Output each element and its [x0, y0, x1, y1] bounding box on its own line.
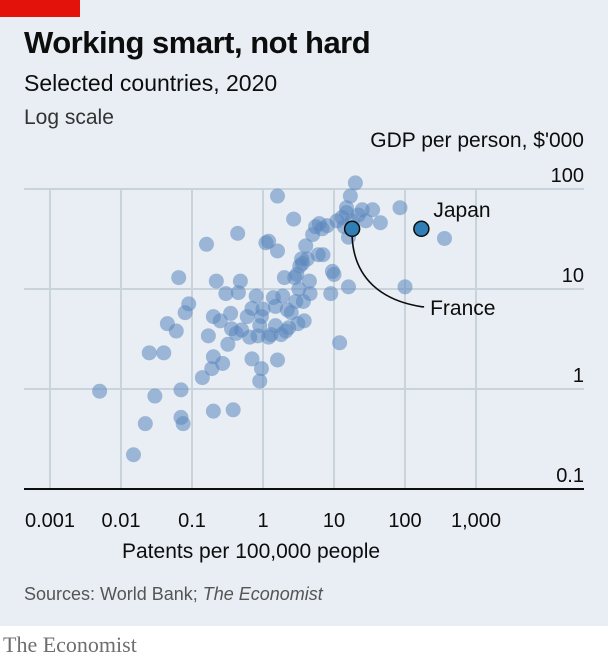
data-point: [261, 233, 277, 249]
data-point: [269, 352, 285, 368]
data-point: [200, 328, 216, 344]
data-point: [397, 279, 413, 295]
annotation-france: France: [430, 297, 495, 320]
data-point: [147, 388, 163, 404]
data-point: [436, 230, 452, 246]
chart-title: Working smart, not hard: [24, 25, 371, 60]
data-point: [212, 313, 228, 329]
x-tick-label: 100: [388, 510, 421, 532]
source-publication: The Economist: [202, 584, 323, 604]
x-tick-label: 10: [323, 510, 345, 532]
data-point: [296, 313, 312, 329]
data-point: [342, 188, 358, 204]
source-note: Sources: World Bank; The Economist: [24, 584, 323, 605]
data-point: [194, 370, 210, 386]
data-point: [286, 211, 302, 227]
scale-note: Log scale: [24, 106, 114, 129]
data-point: [220, 336, 236, 352]
data-point: [198, 236, 214, 252]
data-point: [126, 447, 142, 463]
data-point: [205, 403, 221, 419]
grid-layer: [24, 188, 584, 490]
data-point: [253, 361, 269, 377]
source-prefix: Sources: World Bank;: [24, 584, 203, 604]
highlight-point-japan: [413, 220, 430, 238]
x-tick-label: 0.01: [102, 510, 141, 532]
data-point: [92, 383, 108, 399]
y-tick-label: 0.1: [556, 465, 584, 487]
scatter-chart: 0.001 0.01 0.1 1 10 100 1,000 0.1 1 10 100 Japan Fr…: [24, 165, 584, 532]
data-point: [173, 382, 189, 398]
data-point: [244, 351, 260, 367]
data-point: [175, 416, 191, 432]
data-point: [156, 345, 172, 361]
data-point: [232, 273, 248, 289]
data-point: [372, 215, 388, 231]
data-point: [223, 305, 239, 321]
x-axis-label: Patents per 100,000 people: [122, 540, 381, 563]
data-point: [230, 225, 246, 241]
brand-red-tab: [0, 0, 80, 17]
data-point: [208, 273, 224, 289]
data-point: [365, 202, 381, 218]
data-point: [269, 188, 285, 204]
data-point: [275, 288, 291, 304]
data-point: [392, 200, 408, 216]
y-axis-label: GDP per person, $'000: [370, 129, 584, 152]
y-tick-label: 100: [551, 165, 584, 187]
highlight-point-france: [343, 220, 361, 238]
annotation-japan: Japan: [433, 199, 490, 222]
annotation-leader-france: [351, 236, 425, 308]
data-point: [323, 286, 339, 302]
data-point: [168, 323, 184, 339]
data-point: [218, 286, 234, 302]
y-tick-label: 1: [573, 365, 584, 387]
data-point: [252, 373, 268, 389]
data-point: [315, 247, 331, 263]
data-point: [141, 345, 157, 361]
data-point: [340, 279, 356, 295]
data-point: [230, 285, 246, 301]
data-point: [301, 273, 317, 289]
data-point: [332, 335, 348, 351]
data-point: [248, 288, 264, 304]
data-point: [225, 402, 241, 418]
chart-panel: [0, 0, 608, 626]
brand-wordmark: The Economist: [3, 632, 137, 657]
x-tick-label: 0.1: [178, 510, 206, 532]
x-tick-label: 1: [257, 510, 268, 532]
tick-layer: 0.001 0.01 0.1 1 10 100 1,000 0.1 1 10 100: [25, 165, 584, 532]
data-point: [171, 270, 187, 286]
annotation-layer: Japan France: [351, 199, 495, 320]
data-point: [215, 355, 231, 371]
data-point: [298, 238, 314, 254]
data-point: [137, 416, 153, 432]
data-point: [358, 213, 374, 229]
data-point: [326, 266, 342, 282]
data-point: [302, 286, 318, 302]
data-point: [269, 243, 285, 259]
x-tick-label: 1,000: [451, 510, 501, 532]
y-tick-label: 10: [562, 265, 584, 287]
chart-subtitle: Selected countries, 2020: [24, 70, 278, 96]
data-point: [181, 296, 197, 312]
data-point: [276, 270, 292, 286]
data-point: [255, 301, 271, 317]
point-layer: [92, 175, 452, 463]
data-point: [347, 175, 363, 191]
x-tick-label: 0.001: [25, 510, 75, 532]
